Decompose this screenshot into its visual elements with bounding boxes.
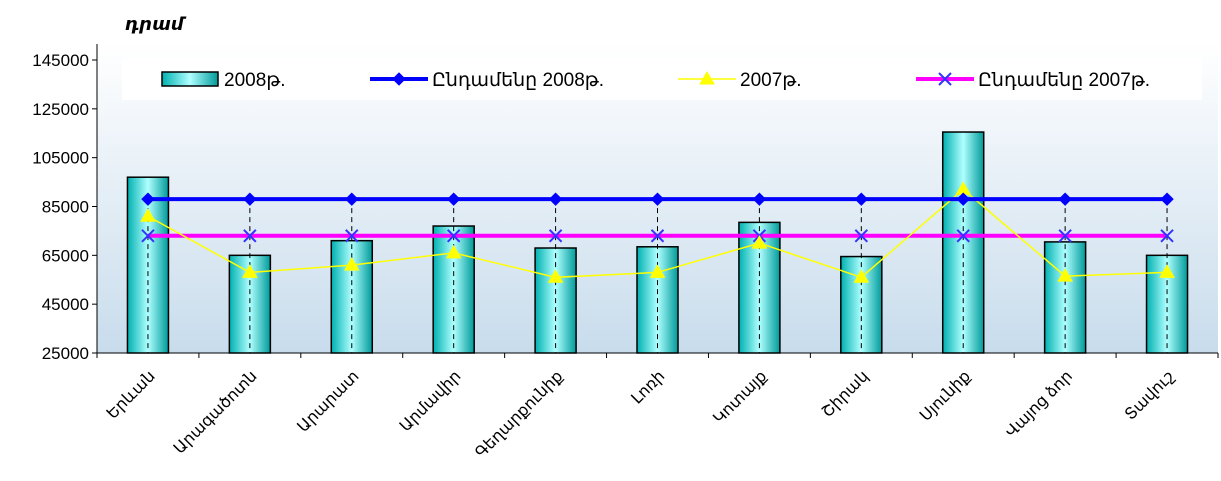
x-category-label: Լոռի <box>629 368 669 408</box>
marker-triangle <box>343 257 360 271</box>
marker-diamond <box>854 192 869 206</box>
marker-triangle <box>1159 264 1175 278</box>
marker-x <box>446 229 461 243</box>
marker-x-stroke <box>956 229 970 243</box>
marker-x <box>938 72 952 86</box>
marker-x <box>650 229 665 243</box>
marker-x-stroke <box>345 229 359 243</box>
marker-x <box>854 229 869 243</box>
marker-triangle <box>445 244 462 259</box>
marker-diamond <box>956 192 970 206</box>
marker-triangle <box>1057 268 1074 282</box>
marker-diamond <box>345 192 359 206</box>
x-category-label: Տավուշ <box>1122 368 1178 424</box>
marker-diamond <box>752 192 767 206</box>
y-tick-label: 45000 <box>42 295 89 314</box>
marker-x-stroke <box>243 229 257 243</box>
x-category-label: Արմավիր <box>397 368 465 436</box>
x-category-label: Գեղարքունիք <box>473 368 567 462</box>
marker-x-stroke <box>650 229 665 243</box>
y-tick-label: 145000 <box>32 51 89 70</box>
x-category-label: Շիրակ <box>819 368 872 421</box>
marker-diamond <box>1160 192 1174 206</box>
legend-label: 2008թ. <box>224 70 286 91</box>
marker-diamond <box>650 192 665 206</box>
marker-triangle <box>547 269 564 283</box>
marker-x <box>243 229 257 243</box>
y-axis-unit-label: դրամ <box>125 14 187 34</box>
marker-x <box>345 229 359 243</box>
x-category-label: Վայոց ձոր <box>1003 368 1076 441</box>
bar <box>941 131 985 354</box>
marker-x-stroke <box>548 229 563 243</box>
x-category-label: Սյունիք <box>917 368 974 425</box>
x-category-label: Արագածոտն <box>171 368 261 458</box>
marker-triangle <box>853 269 870 283</box>
marker-x <box>141 229 155 243</box>
marker-x-stroke <box>938 72 952 86</box>
marker-x-stroke <box>1160 229 1174 243</box>
legend-label: Ընդամենը 2008թ. <box>432 70 604 91</box>
marker-x <box>1058 229 1072 243</box>
marker-x <box>548 229 563 243</box>
marker-x <box>956 229 970 243</box>
marker-diamond <box>141 192 155 206</box>
y-tick-label: 85000 <box>42 198 89 217</box>
marker-x-stroke <box>1058 229 1072 243</box>
x-category-label: Արարատ <box>295 368 363 436</box>
x-category-label: Երևան <box>104 368 159 423</box>
marker-triangle <box>649 264 666 278</box>
marker-diamond <box>548 192 563 206</box>
marker-diamond <box>446 192 461 206</box>
y-tick-label: 65000 <box>42 246 89 265</box>
marker-diamond <box>392 72 406 86</box>
marker-x-stroke <box>854 229 869 243</box>
legend-box <box>122 58 1202 100</box>
marker-triangle <box>140 208 156 222</box>
marker-triangle <box>241 264 258 278</box>
marker-x-stroke <box>141 229 155 243</box>
legend-label: 2007թ. <box>740 70 802 91</box>
y-tick-label: 25000 <box>42 344 89 363</box>
x-category-label: Կոտայք <box>710 368 770 428</box>
legend-label: Ընդամենը 2007թ. <box>978 70 1150 91</box>
marker-x <box>1160 229 1174 243</box>
y-tick-label: 105000 <box>32 149 89 168</box>
marker-triangle <box>751 235 768 249</box>
marker-diamond <box>243 192 257 206</box>
y-tick-label: 125000 <box>32 100 89 119</box>
marker-diamond <box>1058 192 1072 206</box>
legend-swatch-bar <box>161 71 219 87</box>
marker-triangle <box>699 71 715 85</box>
marker-x-stroke <box>446 229 461 243</box>
